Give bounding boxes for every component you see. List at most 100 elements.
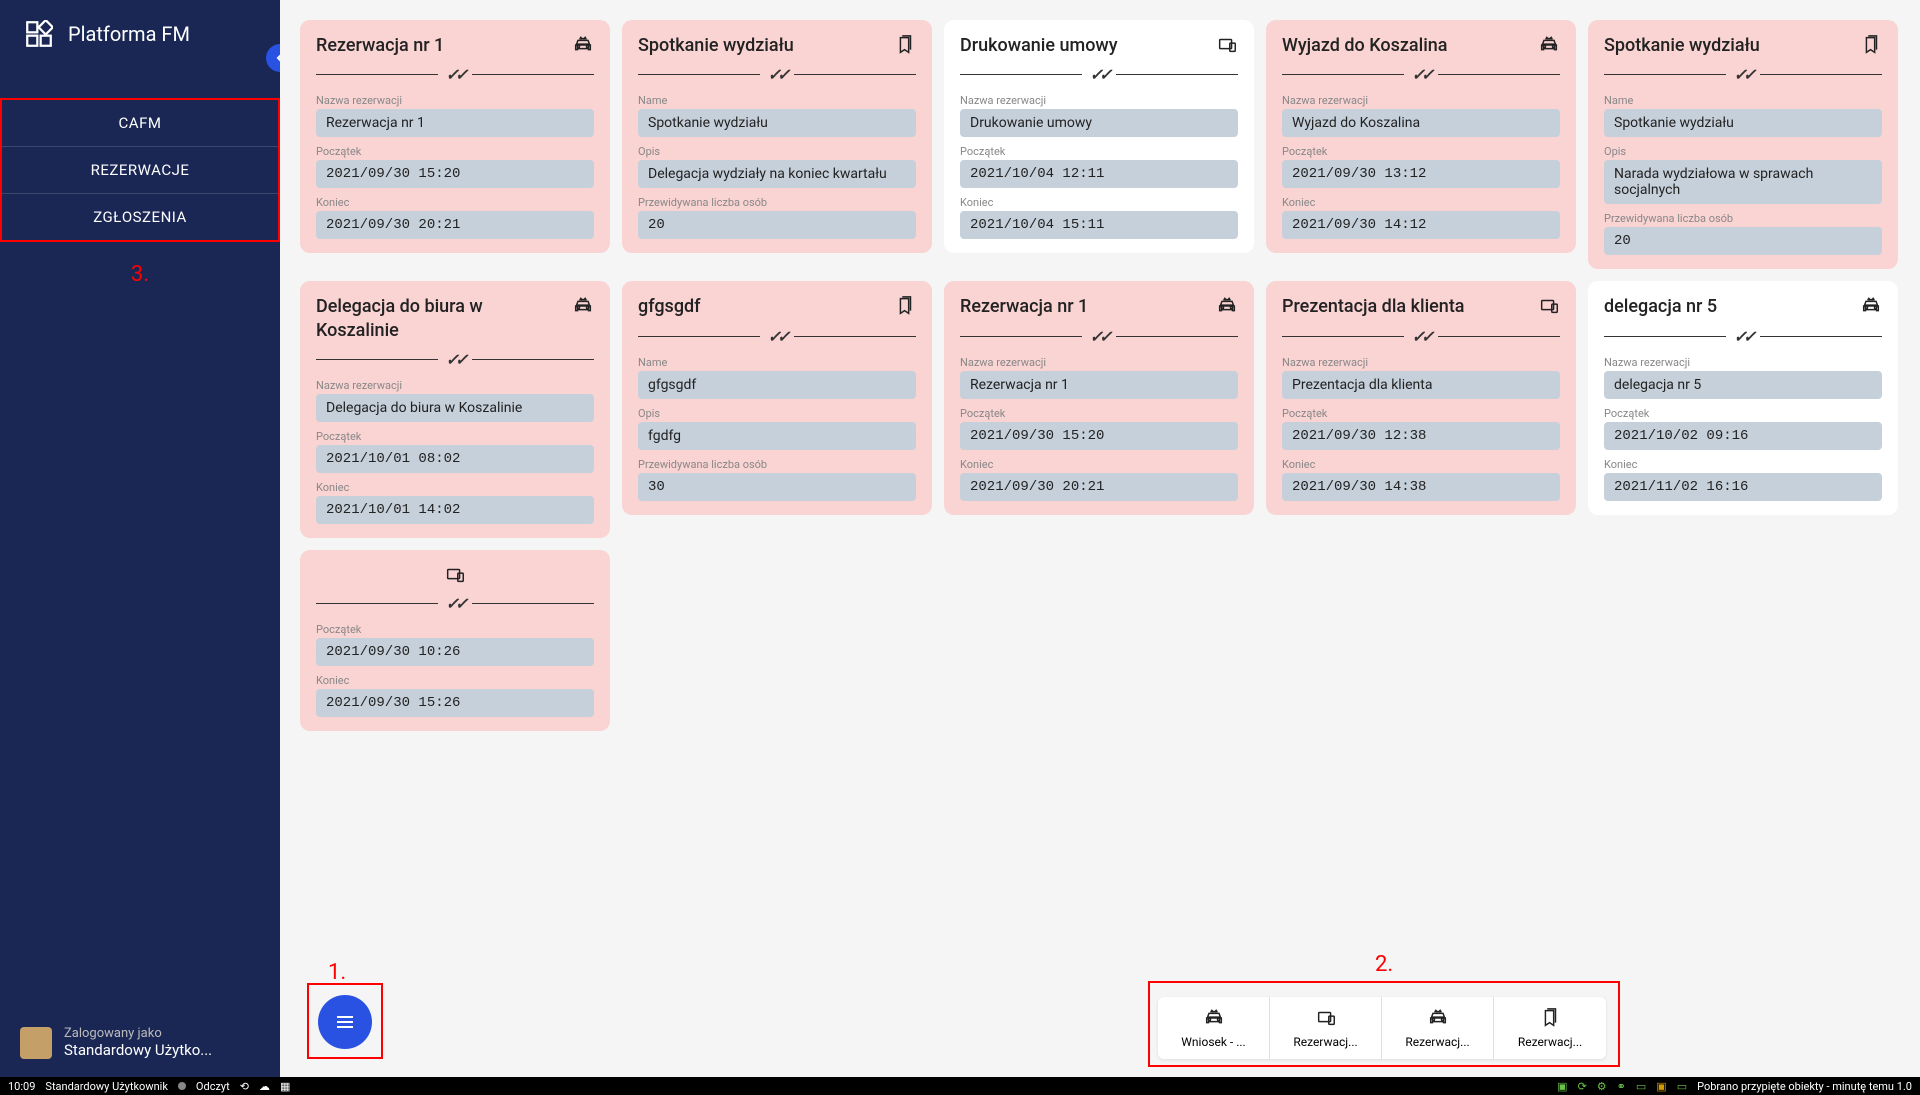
main-content: Rezerwacja nr 1 ✓✓ Nazwa rezerwacji Rezerwa… [280,0,1920,1077]
bottom-tab-label: Wniosek - ... [1164,1035,1263,1049]
field-value: Delegacja wydziały na koniec kwartału [638,160,916,188]
reservation-card[interactable]: Drukowanie umowy ✓✓ Nazwa rezerwacji Drukow… [944,20,1254,253]
reservation-card[interactable]: delegacja nr 5✓✓Nazwa rezerwacjidelegacj… [1588,281,1898,514]
reservation-card[interactable]: ✓✓Początek2021/09/30 10:26Koniec2021/09/… [300,550,610,731]
field-value: 2021/09/30 14:38 [1282,473,1560,501]
bottom-tab[interactable]: Rezerwacj... [1382,997,1494,1059]
card-divider: ✓✓ [638,327,916,346]
card-title: delegacja nr 5 [1604,295,1717,318]
reservation-card[interactable]: Delegacja do biura w Koszalinie ✓✓ Nazwa r… [300,281,610,538]
field-value: Drukowanie umowy [960,109,1238,137]
fab-button[interactable] [318,995,372,1049]
reservation-card[interactable]: Rezerwacja nr 1✓✓Nazwa rezerwacjiRezerwa… [300,20,610,253]
desktop-icon [1315,1007,1337,1029]
field-value: delegacja nr 5 [1604,371,1882,399]
status-folder-icon: ▭ [1636,1080,1646,1093]
card-divider: ✓✓ [960,327,1238,346]
nav-item-zgloszenia[interactable]: ZGŁOSZENIA [2,194,278,240]
bottom-tab[interactable]: Rezerwacj... [1494,997,1606,1059]
bottom-tab[interactable]: Wniosek - ... [1158,997,1270,1059]
card-title: gfgsgdf [638,295,701,318]
check-icon: ✓✓ [1734,65,1753,84]
card-divider: ✓✓ [316,350,594,369]
car-icon [1203,1007,1225,1029]
field-label: Nazwa rezerwacji [316,94,594,107]
check-icon: ✓✓ [1412,65,1431,84]
reservation-card[interactable]: gfgsgdf✓✓NamegfgsgdfOpisfgdfgPrzewidywan… [622,281,932,514]
status-dot-icon [178,1082,186,1090]
bookmark-icon [894,295,916,317]
field-label: Koniec [316,481,594,494]
check-icon: ✓✓ [446,594,465,613]
desktop-icon [444,564,466,586]
avatar [20,1027,52,1059]
field-value: Rezerwacja nr 1 [960,371,1238,399]
cloud-icon: ☁ [259,1080,270,1093]
reservation-card[interactable]: Rezerwacja nr 1✓✓Nazwa rezerwacjiRezerwa… [944,281,1254,514]
nav-item-rezerwacje[interactable]: REZERWACJE [2,147,278,194]
field-label: Koniec [316,674,594,687]
sidebar-header: Platforma FM [0,0,280,68]
field-label: Początek [316,430,594,443]
field-value: Delegacja do biura w Koszalinie [316,394,594,422]
field-value: 2021/09/30 15:20 [960,422,1238,450]
card-divider: ✓✓ [316,594,594,613]
field-value: Wyjazd do Koszalina [1282,109,1560,137]
field-label: Nazwa rezerwacji [316,379,594,392]
check-icon: ✓✓ [1090,65,1109,84]
field-label: Nazwa rezerwacji [960,94,1238,107]
refresh-icon[interactable]: ⟲ [240,1080,249,1093]
field-label: Koniec [1282,196,1560,209]
field-value: 2021/09/30 20:21 [960,473,1238,501]
card-header: Drukowanie umowy [960,34,1238,57]
check-icon: ✓✓ [446,65,465,84]
field-value: Spotkanie wydziału [638,109,916,137]
car-icon [1216,295,1238,317]
status-user: Standardowy Użytkownik [45,1080,168,1093]
check-icon: ✓✓ [1412,327,1431,346]
bookmark-icon [1539,1007,1561,1029]
field-value: 20 [1604,227,1882,255]
field-value: 30 [638,473,916,501]
bookmark-icon [894,34,916,56]
card-divider: ✓✓ [316,65,594,84]
card-title: Rezerwacja nr 1 [960,295,1088,318]
bottom-tab[interactable]: Rezerwacj... [1270,997,1382,1059]
reservation-card[interactable]: Spotkanie wydziału✓✓NameSpotkanie wydzia… [622,20,932,253]
reservation-card[interactable]: Spotkanie wydziału✓✓NameSpotkanie wydzia… [1588,20,1898,269]
field-label: Przewidywana liczba osób [638,458,916,471]
card-header: Spotkanie wydziału [1604,34,1882,57]
field-value: 2021/10/04 15:11 [960,211,1238,239]
field-value: Prezentacja dla klienta [1282,371,1560,399]
reservation-card[interactable]: Wyjazd do Koszalina✓✓Nazwa rezerwacjiWyj… [1266,20,1576,253]
annotation-1-label: 1. [328,960,346,985]
logo-icon [25,20,53,48]
card-title: Wyjazd do Koszalina [1282,34,1448,57]
status-indicator-icon: ▣ [1557,1080,1567,1093]
field-label: Name [638,356,916,369]
nav-item-cafm[interactable]: CAFM [2,100,278,147]
field-value: 2021/09/30 15:20 [316,160,594,188]
field-value: 2021/09/30 15:26 [316,689,594,717]
annotation-3: 3. [0,262,280,287]
field-value: 2021/09/30 20:21 [316,211,594,239]
field-value: 2021/09/30 12:38 [1282,422,1560,450]
field-label: Name [1604,94,1882,107]
annotation-2-label: 2. [1375,952,1393,977]
field-label: Opis [1604,145,1882,158]
reservation-card[interactable]: Prezentacja dla klienta✓✓Nazwa rezerwacj… [1266,281,1576,514]
field-value: 2021/09/30 13:12 [1282,160,1560,188]
field-value: 2021/10/01 08:02 [316,445,594,473]
field-value: gfgsgdf [638,371,916,399]
field-value: Narada wydziałowa w sprawach socjalnych [1604,160,1882,204]
card-title: Drukowanie umowy [960,34,1118,57]
status-mode: Odczyt [196,1080,230,1093]
grid-icon[interactable]: ▦ [280,1080,290,1093]
field-label: Przewidywana liczba osób [638,196,916,209]
field-label: Name [638,94,916,107]
card-divider: ✓✓ [1282,65,1560,84]
status-link-icon: ⚭ [1617,1080,1626,1093]
car-icon [1427,1007,1449,1029]
check-icon: ✓✓ [446,350,465,369]
card-header: Delegacja do biura w Koszalinie [316,295,594,342]
